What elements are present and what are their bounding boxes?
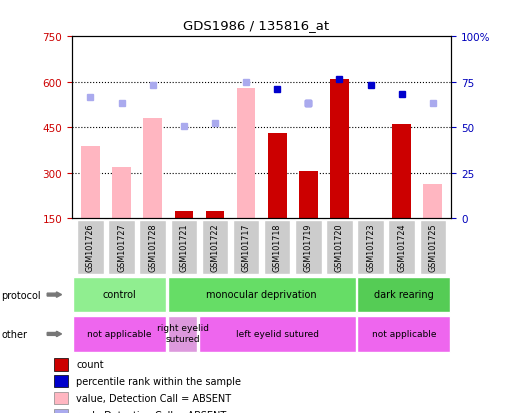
Text: GSM101728: GSM101728	[148, 223, 157, 271]
FancyBboxPatch shape	[77, 220, 104, 275]
FancyBboxPatch shape	[358, 277, 450, 312]
Text: GSM101719: GSM101719	[304, 223, 313, 271]
Bar	[53, 375, 68, 387]
Text: count: count	[76, 359, 104, 369]
Text: not applicable: not applicable	[87, 329, 151, 338]
FancyBboxPatch shape	[73, 277, 166, 312]
Text: GSM101725: GSM101725	[428, 223, 437, 271]
Text: other: other	[2, 329, 28, 339]
Text: GSM101727: GSM101727	[117, 223, 126, 271]
Bar	[236, 89, 255, 219]
FancyBboxPatch shape	[326, 220, 352, 275]
Bar	[330, 80, 349, 219]
Text: control: control	[103, 289, 136, 299]
Text: GSM101718: GSM101718	[273, 223, 282, 271]
FancyBboxPatch shape	[295, 220, 322, 275]
Text: dark rearing: dark rearing	[374, 289, 434, 299]
Text: GSM101723: GSM101723	[366, 223, 375, 271]
Bar	[112, 167, 131, 219]
Text: monocular deprivation: monocular deprivation	[206, 289, 317, 299]
Text: GSM101717: GSM101717	[242, 223, 250, 271]
Bar	[299, 172, 318, 219]
Text: rank, Detection Call = ABSENT: rank, Detection Call = ABSENT	[76, 410, 226, 413]
Text: not applicable: not applicable	[372, 329, 436, 338]
Bar	[268, 134, 287, 219]
FancyBboxPatch shape	[108, 220, 135, 275]
Bar	[392, 125, 411, 219]
Bar	[53, 358, 68, 370]
Text: protocol: protocol	[2, 290, 41, 300]
FancyBboxPatch shape	[233, 220, 259, 275]
FancyBboxPatch shape	[171, 220, 197, 275]
Bar	[174, 211, 193, 219]
Text: GSM101724: GSM101724	[397, 223, 406, 271]
Text: right eyelid
sutured: right eyelid sutured	[156, 324, 209, 343]
FancyBboxPatch shape	[264, 220, 290, 275]
Bar	[423, 184, 442, 219]
FancyBboxPatch shape	[202, 220, 228, 275]
FancyBboxPatch shape	[388, 220, 415, 275]
FancyBboxPatch shape	[358, 316, 450, 352]
Text: left eyelid sutured: left eyelid sutured	[236, 329, 319, 338]
Text: GSM101721: GSM101721	[180, 223, 188, 271]
FancyBboxPatch shape	[168, 277, 356, 312]
Bar	[144, 119, 162, 219]
FancyBboxPatch shape	[168, 316, 198, 352]
Bar	[53, 408, 68, 413]
Bar	[206, 211, 224, 219]
Text: GSM101726: GSM101726	[86, 223, 95, 271]
Text: GDS1986 / 135816_at: GDS1986 / 135816_at	[184, 19, 329, 31]
FancyBboxPatch shape	[200, 316, 356, 352]
FancyBboxPatch shape	[140, 220, 166, 275]
Bar	[81, 146, 100, 219]
FancyBboxPatch shape	[420, 220, 446, 275]
Bar	[53, 392, 68, 404]
FancyBboxPatch shape	[73, 316, 166, 352]
Text: GSM101722: GSM101722	[210, 223, 220, 271]
Text: value, Detection Call = ABSENT: value, Detection Call = ABSENT	[76, 393, 231, 403]
Text: GSM101720: GSM101720	[335, 223, 344, 271]
FancyBboxPatch shape	[358, 220, 384, 275]
Text: percentile rank within the sample: percentile rank within the sample	[76, 376, 241, 386]
